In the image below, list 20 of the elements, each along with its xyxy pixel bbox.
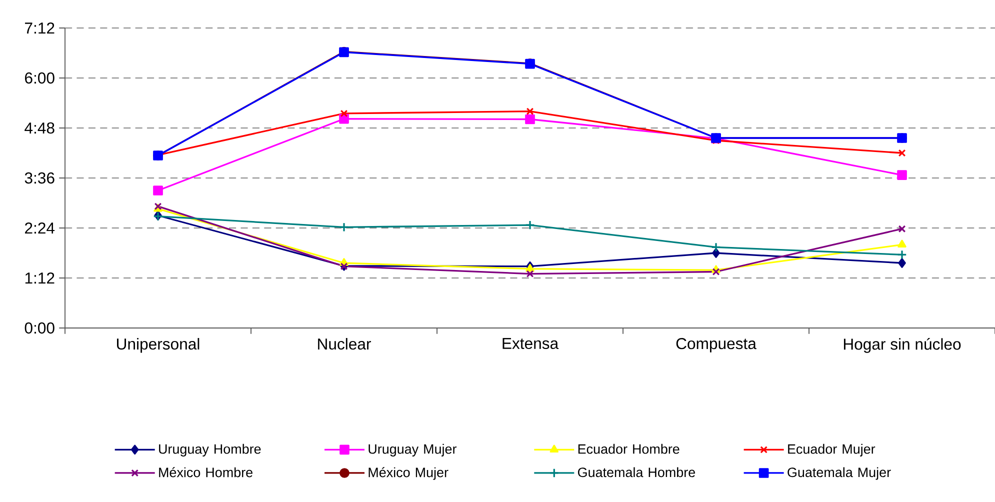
y-tick-label: 0:00	[24, 322, 54, 334]
y-tick-label: 4:48	[24, 122, 54, 134]
y-tick-label: 1:12	[25, 272, 54, 284]
x-tick-label: Hogar sin núcleo	[844, 338, 961, 353]
legend-label: México Hombre	[159, 467, 252, 478]
x-tick-label: Extensa	[502, 338, 559, 350]
y-tick-label: 2:24	[25, 222, 55, 234]
y-tick-label: 7:12	[25, 22, 54, 34]
x-tick-label: Unipersonal	[117, 338, 200, 353]
x-tick-label: Compuesta	[676, 338, 756, 352]
legend-label: Ecuador Mujer	[788, 444, 876, 456]
legend-label: Uruguay Mujer	[368, 444, 457, 456]
legend-label: Guatemala Hombre	[578, 467, 696, 478]
y-tick-label: 6:00	[25, 72, 54, 84]
legend-label: Guatemala Mujer	[788, 467, 891, 480]
legend-label: Ecuador Hombre	[578, 444, 680, 454]
legend-label: México Mujer	[368, 467, 448, 480]
y-tick-label: 3:36	[24, 172, 54, 184]
legend-label: Uruguay Hombre	[159, 444, 261, 456]
x-tick-label: Nuclear	[318, 338, 371, 350]
